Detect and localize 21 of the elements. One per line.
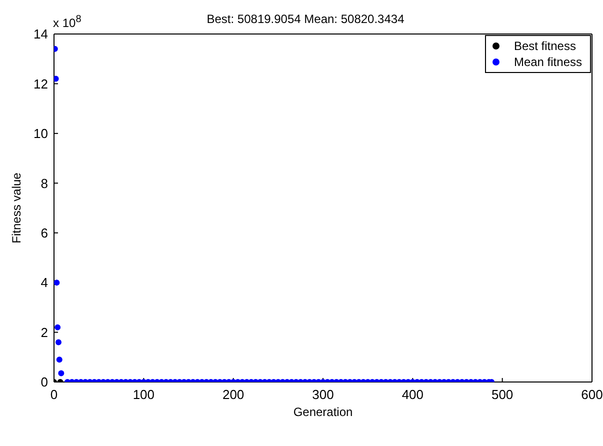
x-tick-label: 100: [132, 387, 155, 402]
x-tick-label: 200: [222, 387, 244, 402]
text: x 10$^{8}$: [53, 14, 82, 30]
y-tick-label: 6: [40, 225, 48, 240]
y-tick-label: 2: [40, 324, 48, 340]
y-axis-title: Fitness value: [9, 172, 24, 244]
y-tick-label: 10: [34, 126, 48, 142]
x-axis-title: Generation: [293, 405, 353, 419]
y-tick-label: 14: [34, 26, 48, 42]
x-tick-label: 500: [491, 387, 514, 402]
y-tick-label: 4: [40, 275, 48, 290]
x-tick-label: 600: [581, 387, 603, 402]
legend-label: Mean fitness: [514, 54, 582, 70]
legend-label: Best fitness: [514, 38, 576, 54]
y-tick-label: 12: [34, 76, 48, 92]
x-tick-label: 300: [312, 387, 334, 402]
y-tick-label: 0: [40, 374, 48, 390]
y-tick-label: 8: [40, 176, 48, 191]
x-tick-label: 400: [402, 387, 424, 402]
x-tick-label: 0: [50, 387, 58, 402]
chart-title: Best: 50819.9054 Mean: 50820.3434: [206, 12, 404, 26]
